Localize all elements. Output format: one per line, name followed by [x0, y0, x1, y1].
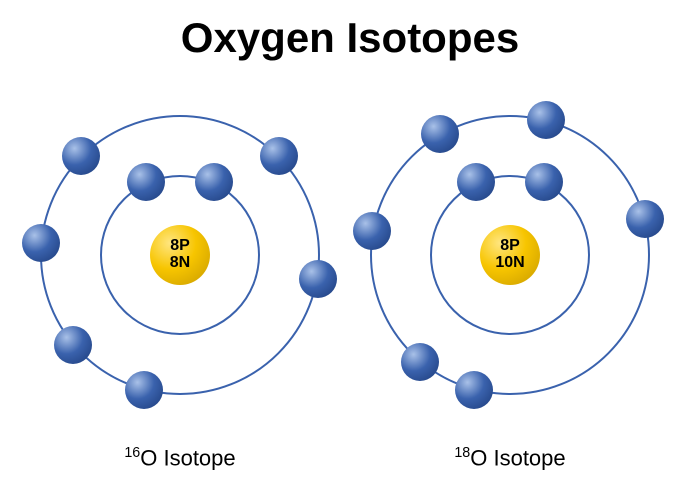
electron — [62, 137, 100, 175]
electron — [299, 260, 337, 298]
electron — [54, 326, 92, 364]
electron — [626, 200, 664, 238]
electron — [421, 115, 459, 153]
nucleus-label: 10N — [495, 255, 524, 272]
isotope-label: O Isotope — [470, 445, 565, 470]
isotope-label: O Isotope — [140, 445, 235, 470]
mass-number: 18 — [454, 445, 470, 461]
electron — [260, 137, 298, 175]
isotope-caption: 16O Isotope — [60, 445, 300, 471]
nucleus-label: 8P — [170, 238, 190, 255]
nucleus: 8P10N — [480, 225, 540, 285]
page-title: Oxygen Isotopes — [0, 14, 700, 62]
electron — [401, 343, 439, 381]
electron — [455, 371, 493, 409]
electron — [125, 371, 163, 409]
electron — [527, 101, 565, 139]
electron — [353, 212, 391, 250]
isotope-caption: 18O Isotope — [390, 445, 630, 471]
nucleus: 8P8N — [150, 225, 210, 285]
electron — [22, 224, 60, 262]
mass-number: 16 — [124, 445, 140, 461]
nucleus-label: 8P — [500, 238, 520, 255]
nucleus-label: 8N — [170, 255, 190, 272]
